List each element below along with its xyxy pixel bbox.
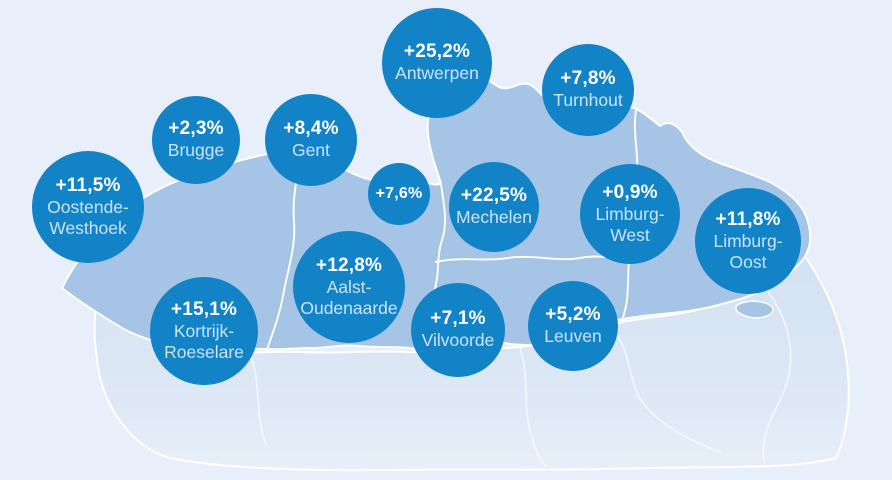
region-value: +7,1% <box>430 308 486 330</box>
region-value: +7,8% <box>560 68 616 90</box>
region-name: Brugge <box>167 140 225 161</box>
region-bubble-aalst-oudenaarde: +12,8% Aalst- Oudenaarde <box>293 231 405 343</box>
region-value: +25,2% <box>403 41 471 63</box>
region-name: Antwerpen <box>395 63 479 84</box>
region-value: +5,2% <box>545 304 601 326</box>
region-bubble-turnhout: +7,8% Turnhout <box>542 44 634 136</box>
region-bubble-limburg-oost: +11,8% Limburg- Oost <box>695 188 801 294</box>
region-name: Turnhout <box>553 90 623 111</box>
region-bubble-kortrijk-roeselare: +15,1% Kortrijk- Roeselare <box>150 277 258 385</box>
region-value: +2,3% <box>168 118 224 140</box>
region-name: Kortrijk- Roeselare <box>164 320 244 362</box>
region-value: +7,6% <box>375 184 423 202</box>
region-bubble-brugge: +2,3% Brugge <box>152 96 240 184</box>
region-name: Limburg- Oost <box>713 230 783 272</box>
voeren-exclave-shape <box>735 300 774 319</box>
region-name: Oostende- Westhoek <box>47 196 129 238</box>
region-bubble-mechelen: +22,5% Mechelen <box>449 162 539 252</box>
region-value: +12,8% <box>315 254 383 276</box>
region-bubble-unlabeled: +7,6% <box>368 163 430 225</box>
region-bubble-leuven: +5,2% Leuven <box>528 281 618 371</box>
region-bubble-gent: +8,4% Gent <box>265 94 357 186</box>
region-value: +0,9% <box>602 181 658 203</box>
region-bubble-antwerpen: +25,2% Antwerpen <box>382 8 492 118</box>
region-value: +11,8% <box>715 208 781 230</box>
region-name: Aalst- Oudenaarde <box>300 276 398 318</box>
region-name: Gent <box>292 140 330 161</box>
region-value: +22,5% <box>460 185 528 207</box>
region-name: Mechelen <box>456 207 532 228</box>
region-bubble-vilvoorde: +7,1% Vilvoorde <box>411 283 505 377</box>
region-name: Limburg- West <box>595 203 665 245</box>
region-value: +15,1% <box>170 298 238 320</box>
region-name: Vilvoorde <box>421 330 495 351</box>
region-bubble-limburg-west: +0,9% Limburg- West <box>580 164 680 264</box>
region-name: Leuven <box>544 326 602 347</box>
wallonia-internal-borders <box>249 285 792 467</box>
region-bubble-oostende-westhoek: +11,5% Oostende- Westhoek <box>32 151 144 263</box>
region-value: +8,4% <box>283 118 339 140</box>
region-value: +11,5% <box>55 174 121 196</box>
